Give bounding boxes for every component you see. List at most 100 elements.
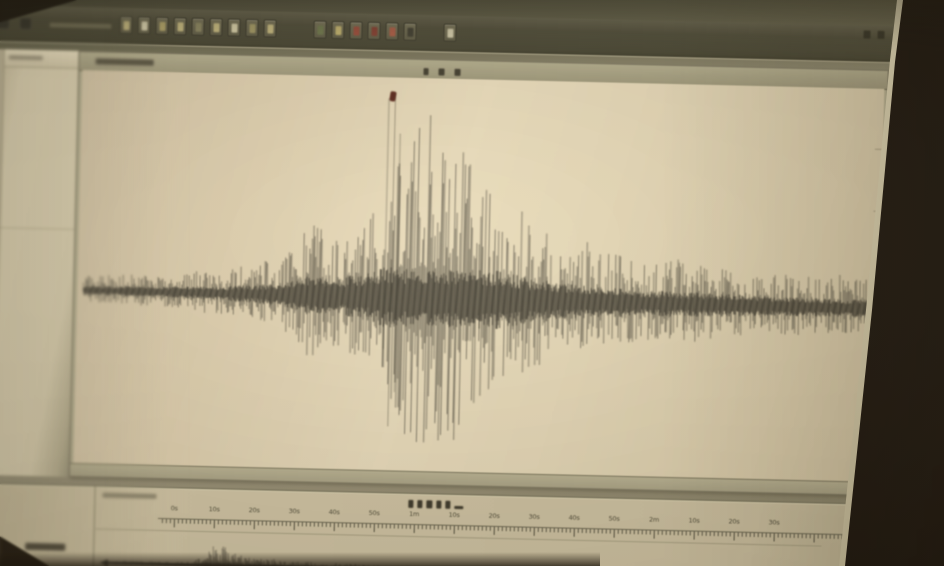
ruler-tick xyxy=(669,531,671,536)
tool-a1-button[interactable] xyxy=(119,15,133,35)
tool-a2-button[interactable] xyxy=(137,16,151,35)
titlebar-icon-1[interactable] xyxy=(423,68,429,76)
ruler-tick xyxy=(613,529,615,538)
ruler-tick xyxy=(813,534,815,543)
tool-a5-button[interactable] xyxy=(191,17,205,36)
tool-b1-button[interactable] xyxy=(313,20,327,39)
ruler-tick xyxy=(173,519,175,528)
ruler-label: 30s xyxy=(288,507,300,516)
seismogram-plot-area[interactable] xyxy=(73,70,885,483)
tool-b6-button[interactable] xyxy=(403,22,417,41)
tool-single-button[interactable] xyxy=(443,23,457,42)
ruler-tick xyxy=(585,529,587,534)
ruler-tick xyxy=(457,526,459,531)
window-icon[interactable] xyxy=(877,30,885,39)
ruler-tick xyxy=(673,531,675,536)
ruler-tick xyxy=(513,527,515,532)
ruler-tick xyxy=(373,524,375,533)
ruler-tick xyxy=(621,529,623,534)
ruler-tick xyxy=(789,533,791,538)
ruler-tick xyxy=(261,521,263,526)
tool-a1-icon xyxy=(122,20,130,30)
ruler-tick xyxy=(209,520,211,525)
ruler-tick xyxy=(709,531,711,536)
ruler-tick xyxy=(377,524,379,529)
ruler-tick xyxy=(633,530,635,535)
tool-b3-button[interactable] xyxy=(349,21,363,40)
ruler-tick xyxy=(169,519,171,524)
ruler-tick xyxy=(453,525,455,534)
ruler-label: 40s xyxy=(568,513,580,522)
ruler-tick xyxy=(329,523,331,528)
sidebar-divider xyxy=(0,226,75,230)
ruler-tick xyxy=(665,530,667,535)
titlebar-icon-2[interactable] xyxy=(438,68,445,76)
sidebar-panel[interactable] xyxy=(0,48,79,477)
ruler-tick xyxy=(569,528,571,533)
window-menu-icon[interactable] xyxy=(19,17,32,30)
ruler-tick xyxy=(201,519,203,525)
ruler-tick xyxy=(509,527,511,532)
ruler-tick xyxy=(449,525,451,530)
tool-b2-button[interactable] xyxy=(331,20,345,40)
tool-a3-icon xyxy=(158,21,166,31)
ruler-tick xyxy=(785,533,787,538)
ruler-label: 10s xyxy=(688,516,700,525)
ruler-tick xyxy=(481,526,483,531)
ruler-tick xyxy=(729,532,731,537)
ruler-label: 50s xyxy=(368,508,380,518)
ruler-tick xyxy=(805,534,807,539)
toolbar-group-edit xyxy=(313,20,417,41)
ruler-tick xyxy=(749,532,751,537)
tool-a6-button[interactable] xyxy=(209,18,223,37)
tool-a4-button[interactable] xyxy=(173,17,187,36)
ruler-tick xyxy=(837,534,839,540)
ruler-tick xyxy=(689,531,691,536)
ruler-tick xyxy=(549,528,551,533)
tool-b4-button[interactable] xyxy=(367,21,381,41)
ruler-tick xyxy=(361,523,363,528)
ruler-tick xyxy=(301,522,303,527)
tool-a8-button[interactable] xyxy=(245,18,259,38)
ruler-tick xyxy=(385,524,387,529)
titlebar-icon-3[interactable] xyxy=(454,68,461,76)
ruler-tick xyxy=(205,520,207,525)
ruler-tick xyxy=(225,520,227,525)
ruler-tick xyxy=(525,527,527,532)
ruler-tick xyxy=(177,519,179,524)
ruler-tick xyxy=(409,524,411,529)
ruler-tick xyxy=(529,527,531,532)
ruler-tick xyxy=(321,522,323,527)
overview-panel: 0s 10s 20s 30s 40s 50s 1m 10s 20s 30s 40s 50s 2m 10s 2… xyxy=(0,482,937,566)
ruler-tick xyxy=(577,528,579,533)
toolbar-group-extra xyxy=(443,23,457,42)
tool-b3-icon xyxy=(352,25,360,36)
tool-a3-button[interactable] xyxy=(155,16,169,36)
link-icon[interactable] xyxy=(863,30,871,39)
tool-a9-button[interactable] xyxy=(263,19,277,38)
ruler-tick xyxy=(397,524,399,529)
ruler-tick xyxy=(429,525,431,530)
ruler-tick xyxy=(465,526,467,531)
ruler-tick xyxy=(229,520,231,525)
ruler-tick xyxy=(285,521,287,526)
sidebar-header-smudge xyxy=(8,55,43,61)
tool-a5-icon xyxy=(194,22,202,32)
tool-a7-button[interactable] xyxy=(227,18,241,37)
toolbar-group-main xyxy=(119,15,277,38)
ruler-tick xyxy=(817,534,819,539)
ruler-tick xyxy=(289,522,291,527)
window-title-smudge xyxy=(95,58,154,66)
seismograph-app: 0s 10s 20s 30s 40s 50s 1m 10s 20s 30s 40s 50s 2m 10s 2… xyxy=(0,5,944,566)
ruler-tick xyxy=(617,529,619,534)
ruler-tick xyxy=(825,534,827,539)
window-system-icon[interactable] xyxy=(0,17,10,30)
tool-b5-button[interactable] xyxy=(385,22,399,41)
ruler-tick xyxy=(257,521,259,526)
ruler-tick xyxy=(741,532,743,537)
ruler-tick xyxy=(641,530,643,535)
ruler-tick xyxy=(701,531,703,536)
ruler-tick xyxy=(365,523,367,528)
ruler-tick xyxy=(769,533,771,538)
ruler-tick xyxy=(737,532,739,537)
